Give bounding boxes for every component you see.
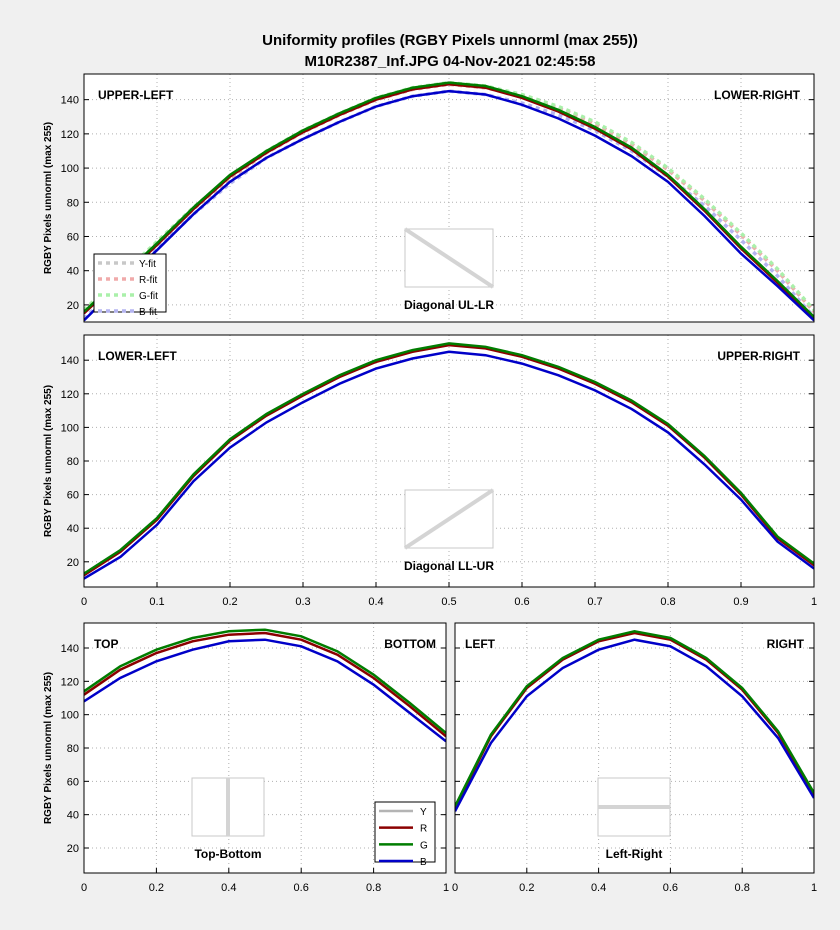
x-tick-label: 0.1 (149, 596, 164, 608)
x-tick-label: 0 (452, 882, 458, 894)
y-tick-label: 60 (67, 776, 79, 788)
x-tick-label: 0.4 (368, 596, 383, 608)
x-tick-label: 0.2 (149, 882, 164, 894)
x-tick-label: 0.8 (735, 882, 750, 894)
y-tick-label: 140 (61, 95, 79, 107)
x-tick-label: 0.2 (519, 882, 534, 894)
series-line-g (84, 628, 446, 734)
x-tick-label: 0.6 (514, 596, 529, 608)
legend-label: R-fit (139, 275, 158, 286)
axes-box (83, 622, 447, 874)
x-tick-label: 0 (81, 596, 87, 608)
x-tick-label: 0 (81, 882, 87, 894)
x-tick-label: 1 (811, 596, 817, 608)
y-tick-label: 80 (67, 197, 79, 209)
x-tick-label: 0.9 (733, 596, 748, 608)
x-tick-label: 0.7 (587, 596, 602, 608)
x-tick-label: 0.3 (295, 596, 310, 608)
corner-label-left: UPPER-LEFT (98, 88, 174, 102)
legend-label: Y-fit (139, 259, 156, 270)
legend-label: G (420, 840, 428, 851)
series-line-g (84, 342, 814, 575)
x-tick-label: 0.2 (222, 596, 237, 608)
inset-diagram (403, 227, 495, 289)
chart-panel-top-bottom: 20 40 60 80 100 120 140 0 0.2 0.4 0.6 0.8 1 RGBY Pixe… (43, 622, 449, 894)
series-line-b (84, 89, 814, 322)
y-tick-label: 40 (67, 810, 79, 822)
legend-label: B (420, 857, 427, 868)
series-line-g (455, 630, 814, 807)
y-tick-label: 20 (67, 557, 79, 569)
corner-label-right: RIGHT (767, 637, 805, 651)
chart-panel-diagonal-ul-lr: 20 40 60 80 100 120 140 RGBY Pixels unnorml (ma… (43, 73, 815, 323)
series-line-r (84, 631, 446, 738)
series-line-b (84, 350, 814, 580)
y-tick-label: 120 (61, 389, 79, 401)
y-tick-label: 80 (67, 743, 79, 755)
y-tick-label: 40 (67, 266, 79, 278)
inset-diagram (597, 777, 671, 837)
inset-profile-line (403, 488, 495, 550)
inset-diagram (403, 488, 495, 550)
y-tick-label: 100 (61, 422, 79, 434)
y-tick-label: 120 (61, 129, 79, 141)
y-tick-label: 20 (67, 843, 79, 855)
y-tick-label: 140 (61, 643, 79, 655)
inset-diagram (191, 777, 265, 837)
y-axis-label: RGBY Pixels unnorml (max 255) (43, 672, 54, 824)
x-tick-label: 0.6 (294, 882, 309, 894)
figure-title-line2: M10R2387_Inf.JPG 04-Nov-2021 02:45:58 (305, 53, 596, 70)
legend-label: B-fit (139, 307, 157, 318)
chart-panel-left-right: 0 0.2 0.4 0.6 0.8 1 LEFT RIGHT Left-Right (452, 622, 817, 894)
y-tick-label: 120 (61, 676, 79, 688)
y-tick-label: 60 (67, 490, 79, 502)
y-tick-label: 100 (61, 163, 79, 175)
x-tick-label: 0.4 (221, 882, 236, 894)
series-line-b (84, 638, 446, 743)
y-tick-label: 60 (67, 231, 79, 243)
legend-label: Y (420, 807, 427, 818)
corner-label-right: LOWER-RIGHT (714, 88, 801, 102)
x-tick-label: 0.8 (660, 596, 675, 608)
chart-panel-diagonal-ll-ur: 20 40 60 80 100 120 140 0 0.1 0.2 0.3 0.4 0.5 0.6 0.7 0… (43, 334, 817, 608)
legend-label: R (420, 824, 427, 835)
legend-label: G-fit (139, 291, 158, 302)
x-tick-label: 1 (811, 882, 817, 894)
x-tick-label: 0.8 (366, 882, 381, 894)
figure-title-line1: Uniformity profiles (RGBY Pixels unnorml… (262, 32, 638, 49)
corner-label-left: TOP (94, 637, 118, 651)
x-tick-label: 0.5 (441, 596, 456, 608)
axes-box (83, 73, 815, 323)
inset-caption: Left-Right (606, 847, 663, 861)
axes-box (83, 334, 815, 588)
inset-caption: Top-Bottom (194, 847, 261, 861)
y-tick-label: 80 (67, 456, 79, 468)
series-line-b (455, 638, 814, 812)
legend: Y-fit R-fit G-fit B-fit (93, 253, 167, 318)
corner-label-left: LOWER-LEFT (98, 349, 177, 363)
inset-profile-line (403, 227, 495, 289)
y-axis-label: RGBY Pixels unnorml (max 255) (43, 122, 54, 274)
x-tick-label: 0.6 (663, 882, 678, 894)
x-tick-label: 1 (443, 882, 449, 894)
series-line-g (84, 81, 814, 318)
y-tick-label: 40 (67, 523, 79, 535)
y-tick-label: 20 (67, 300, 79, 312)
x-tick-label: 0.4 (591, 882, 606, 894)
y-tick-label: 140 (61, 355, 79, 367)
inset-caption: Diagonal LL-UR (404, 559, 494, 573)
axes-box (454, 622, 815, 874)
corner-label-right: BOTTOM (384, 637, 436, 651)
y-tick-label: 100 (61, 710, 79, 722)
corner-label-left: LEFT (465, 637, 496, 651)
y-axis-label: RGBY Pixels unnorml (max 255) (43, 385, 54, 537)
inset-caption: Diagonal UL-LR (404, 298, 494, 312)
corner-label-right: UPPER-RIGHT (717, 349, 800, 363)
